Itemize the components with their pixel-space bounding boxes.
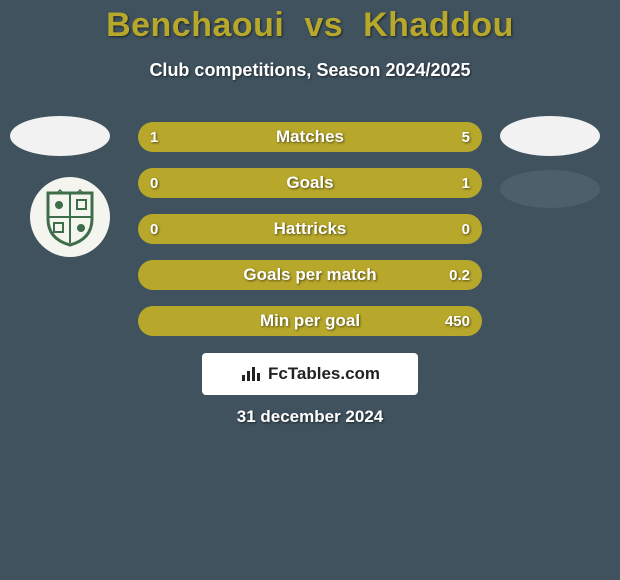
stat-label: Goals per match: [138, 260, 482, 290]
page-title: Benchaoui vs Khaddou: [0, 6, 620, 45]
title-player1: Benchaoui: [106, 6, 284, 44]
stat-value-left: 1: [150, 122, 158, 152]
stat-value-left: 0: [150, 168, 158, 198]
stat-row-min-per-goal: Min per goal450: [138, 306, 482, 336]
player1-avatar: [10, 116, 110, 156]
date-line: 31 december 2024: [0, 407, 620, 427]
brand-text: FcTables.com: [268, 364, 380, 384]
comparison-card: Benchaoui vs Khaddou Club competitions, …: [0, 0, 620, 580]
stat-row-goals: Goals0 1: [138, 168, 482, 198]
stat-value-right: 0.2: [449, 260, 470, 290]
stat-label: Matches: [138, 122, 482, 152]
stat-value-right: 450: [445, 306, 470, 336]
player2-club-crest: [500, 170, 600, 208]
stat-bars: Matches15Goals01Hattricks00Goals per mat…: [138, 122, 482, 352]
stat-row-goals-per-match: Goals per match0.2: [138, 260, 482, 290]
subtitle: Club competitions, Season 2024/2025: [0, 60, 620, 81]
stat-value-right: 0: [462, 214, 470, 244]
stat-row-hattricks: Hattricks0 0: [138, 214, 482, 244]
brand-badge: FcTables.com: [202, 353, 418, 395]
shield-crest-icon: [44, 187, 96, 247]
stat-value-right: 1: [462, 168, 470, 198]
stat-row-matches: Matches1 5: [138, 122, 482, 152]
player2-avatar: [500, 116, 600, 156]
title-player2: Khaddou: [363, 6, 514, 44]
stat-label: Min per goal: [138, 306, 482, 336]
player1-club-crest: [30, 177, 110, 257]
bar-chart-icon: [240, 365, 262, 383]
stat-label: Hattricks: [138, 214, 482, 244]
stat-value-left: 0: [150, 214, 158, 244]
stat-label: Goals: [138, 168, 482, 198]
stat-value-right: 5: [462, 122, 470, 152]
title-vs: vs: [304, 6, 343, 44]
